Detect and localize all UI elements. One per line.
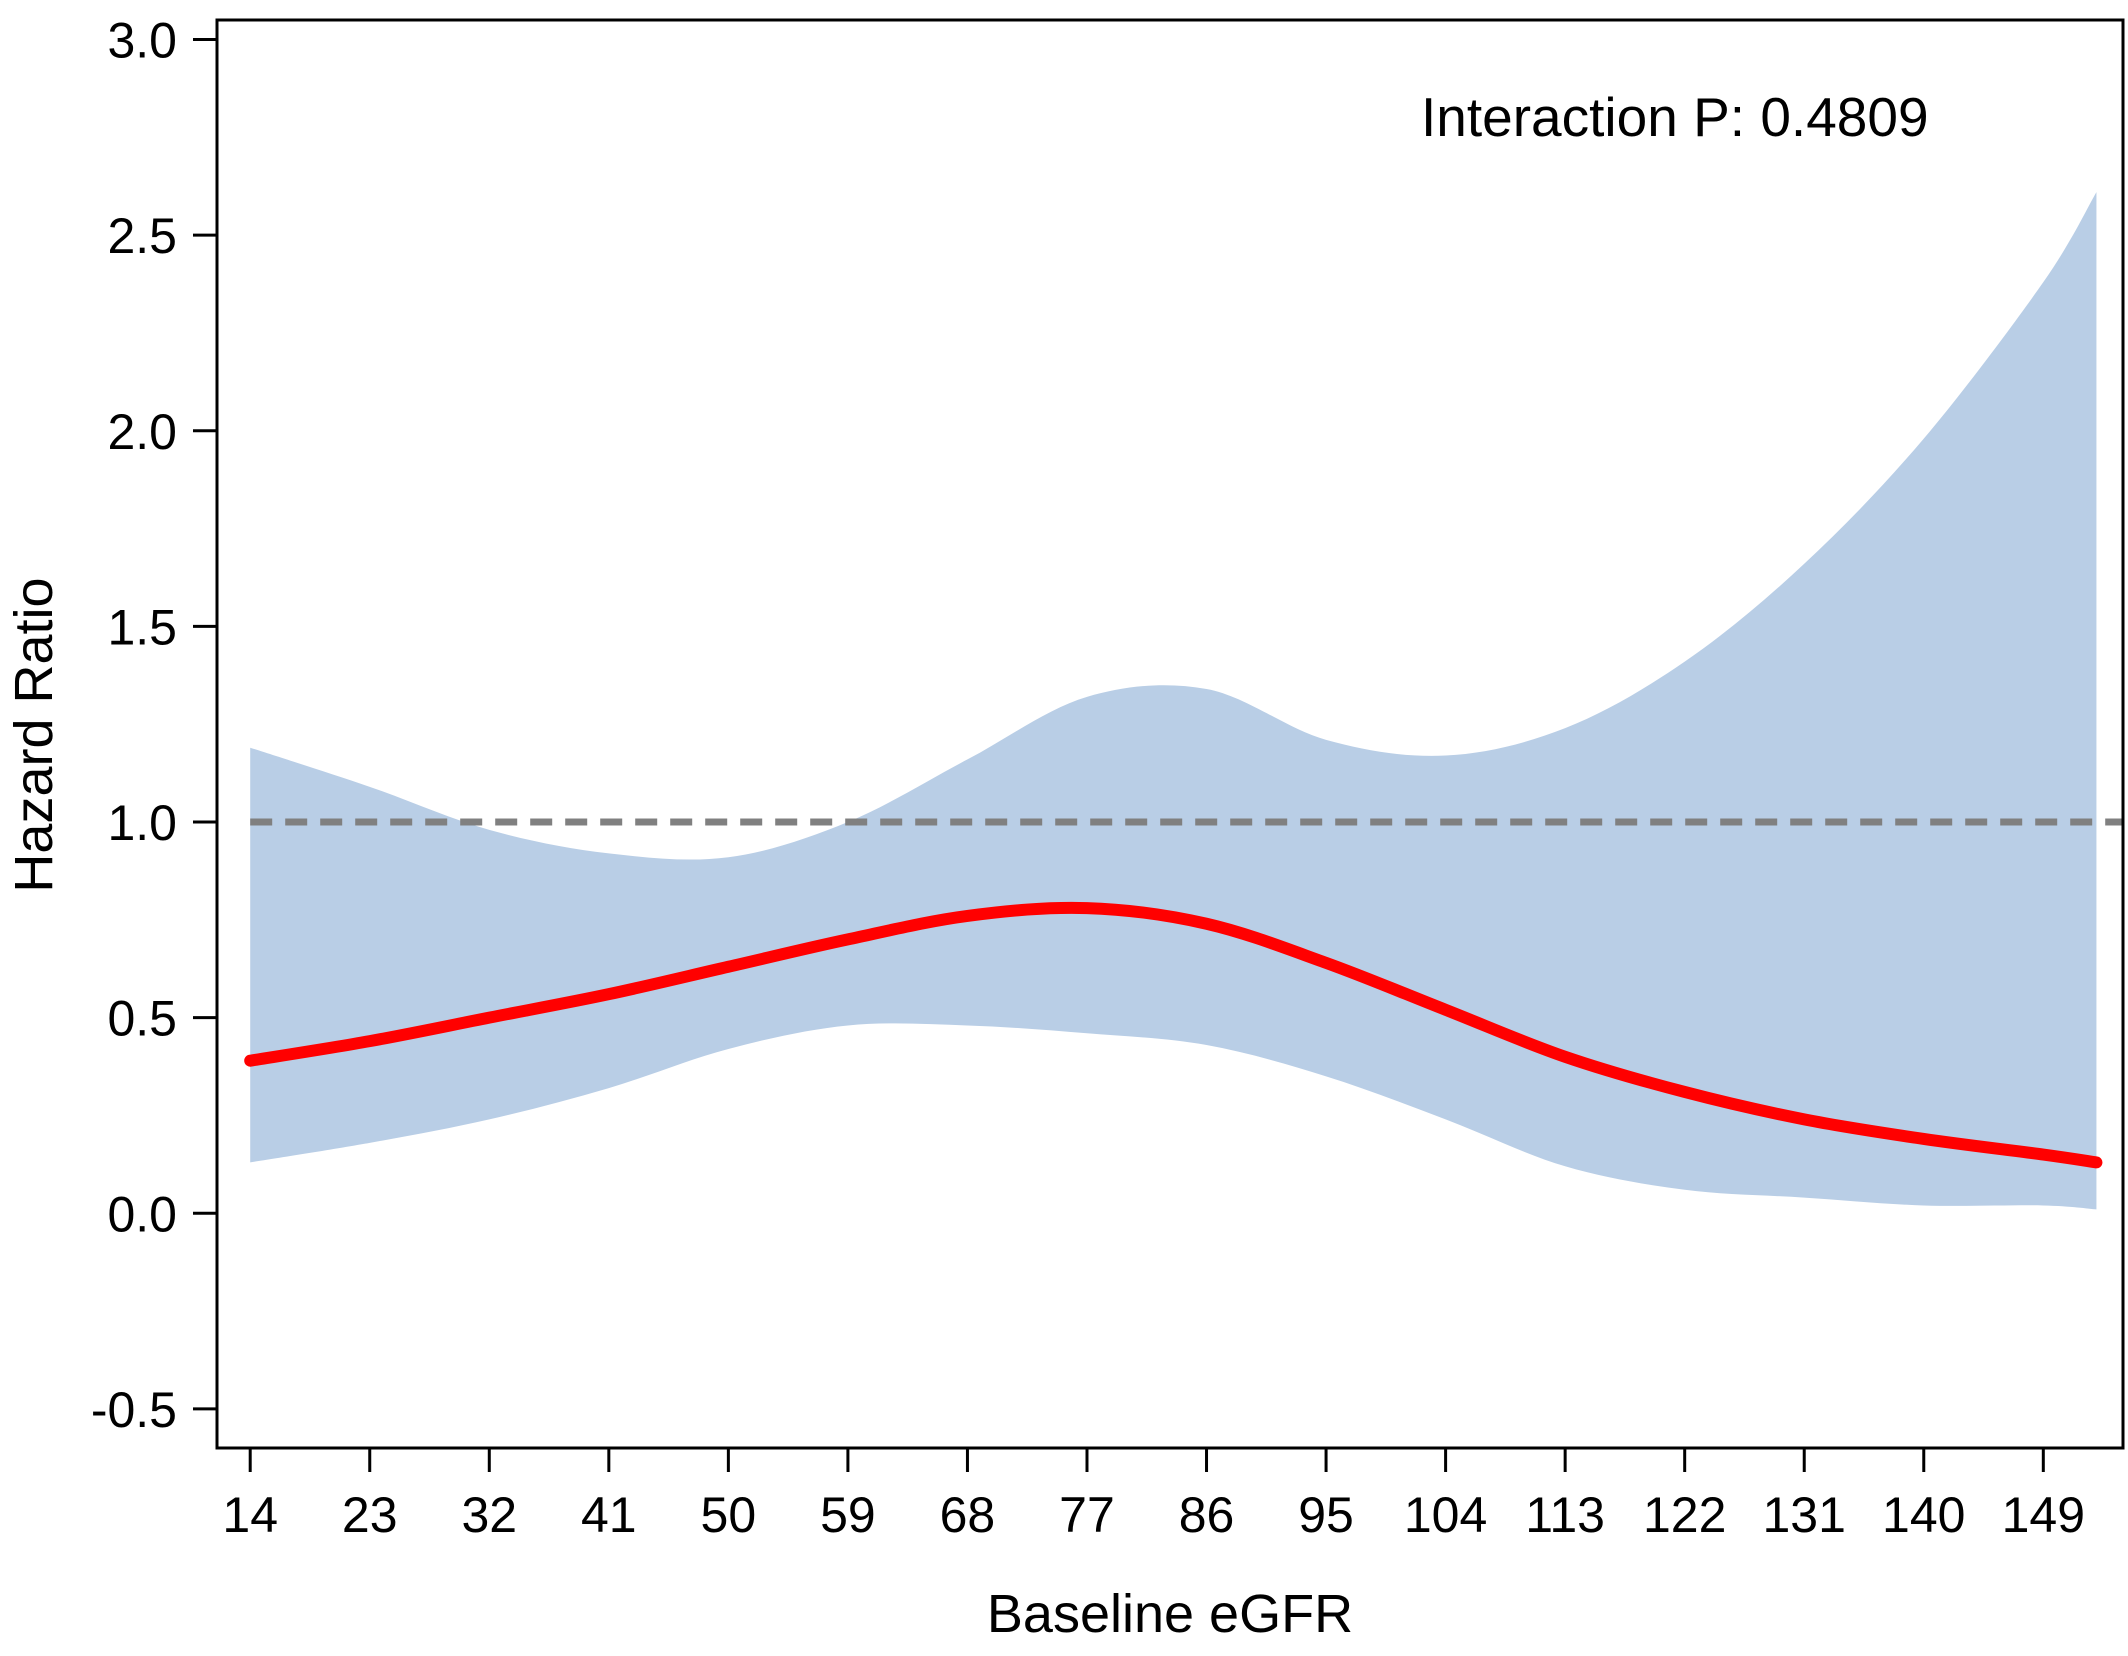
- y-axis-title: Hazard Ratio: [4, 577, 64, 892]
- x-tick-label: 122: [1643, 1487, 1726, 1543]
- y-tick-label: -0.5: [91, 1382, 177, 1438]
- y-tick-label: 0.5: [107, 991, 177, 1047]
- hazard-ratio-line: [244, 901, 2103, 1169]
- x-tick-label: 32: [461, 1487, 517, 1543]
- interaction-p-annotation: Interaction P: 0.4809: [1421, 86, 1929, 148]
- confidence-band-layer: [250, 192, 2097, 1210]
- x-tick-label: 41: [581, 1487, 637, 1543]
- x-axis-title: Baseline eGFR: [987, 1584, 1353, 1644]
- y-tick-label: 2.5: [107, 208, 177, 264]
- plot-frame: [215, 18, 2125, 1450]
- x-tick-label: 95: [1298, 1487, 1354, 1543]
- x-tick-label: 113: [1525, 1487, 1605, 1543]
- y-tick-label: 3.0: [107, 13, 177, 69]
- hazard-ratio-line-layer: [244, 901, 2103, 1169]
- confidence-band: [250, 192, 2097, 1210]
- x-tick-label: 149: [2002, 1487, 2085, 1543]
- x-tick-label: 50: [701, 1487, 757, 1543]
- x-axis: 14 23 32 41 50 59 68 77 86 95 104 113 122 131 140 149: [222, 1448, 2085, 1543]
- y-axis: -0.5 0.0 0.5 1.0 1.5 2.0 2.5 3.0: [91, 13, 217, 1438]
- x-tick-label: 59: [820, 1487, 876, 1543]
- y-tick-label: 1.5: [107, 599, 177, 655]
- x-tick-label: 68: [940, 1487, 996, 1543]
- x-tick-label: 104: [1404, 1487, 1487, 1543]
- x-tick-label: 14: [222, 1487, 278, 1543]
- y-tick-label: 1.0: [107, 795, 177, 851]
- x-tick-label: 86: [1179, 1487, 1235, 1543]
- x-tick-label: 140: [1882, 1487, 1965, 1543]
- y-tick-label: 0.0: [107, 1186, 177, 1242]
- y-tick-label: 2.0: [107, 404, 177, 460]
- x-tick-label: 23: [342, 1487, 398, 1543]
- x-tick-label: 77: [1059, 1487, 1115, 1543]
- x-tick-label: 131: [1763, 1487, 1846, 1543]
